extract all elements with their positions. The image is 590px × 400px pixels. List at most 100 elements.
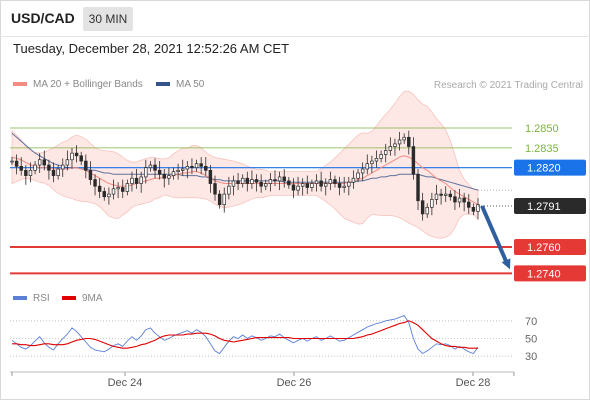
candle-body — [14, 160, 19, 167]
candle-body — [97, 185, 102, 192]
candle-body — [37, 159, 42, 166]
candle-body — [337, 183, 342, 188]
candle-body — [213, 183, 217, 195]
candle-body — [277, 176, 282, 182]
candle-body — [51, 169, 56, 176]
rsi-tick-label: 30 — [525, 351, 537, 363]
candle-body — [259, 181, 263, 187]
candle-body — [471, 206, 476, 212]
candle-body — [153, 164, 157, 171]
legend-ma50: MA 50 — [156, 79, 204, 90]
candle-body — [462, 197, 466, 203]
candle-body — [236, 180, 240, 184]
candle-body — [370, 160, 374, 165]
candle-body — [328, 179, 333, 184]
candle-body — [227, 185, 231, 195]
rsi-tick-label: 50 — [525, 334, 537, 346]
candle-body — [10, 160, 14, 163]
candle-body — [282, 176, 286, 182]
candle-body — [180, 168, 185, 171]
candle-body — [199, 163, 203, 167]
candle-body — [347, 181, 351, 187]
current-price-tag — [514, 198, 586, 214]
legend-rsi-ma-label: 9MA — [82, 293, 103, 304]
candle-body — [19, 166, 23, 171]
candle-body — [425, 206, 429, 215]
candle-body — [61, 164, 65, 170]
candle-body — [157, 169, 162, 175]
candle-body — [222, 193, 226, 206]
candle-body — [384, 150, 388, 155]
candle-body — [190, 166, 194, 169]
candle-body — [240, 177, 245, 184]
candle-body — [430, 199, 434, 208]
level-tag-support-2 — [514, 265, 586, 282]
level-label-support-1: 1.2760 — [527, 242, 561, 254]
candle-body — [411, 146, 416, 175]
rsi-ma-line — [12, 320, 478, 349]
level-tag-pivot — [514, 159, 586, 176]
x-tick-label: Dec 26 — [277, 377, 312, 389]
candle-body — [217, 193, 222, 206]
legend-rsi-ma: 9MA — [62, 293, 103, 304]
candle-body — [47, 164, 51, 171]
candle-body — [245, 177, 250, 184]
level-label-resistance-2: 1.2850 — [525, 123, 559, 135]
candle-body — [74, 152, 79, 157]
x-tick-label: Dec 24 — [108, 377, 143, 389]
rsi-ma-swatch — [62, 296, 76, 301]
candle-body — [397, 139, 402, 145]
candle-body — [185, 166, 190, 170]
current-price-label: 1.2791 — [527, 201, 561, 213]
level-label-pivot: 1.2820 — [527, 163, 561, 175]
candle-body — [167, 175, 171, 179]
candle-body — [305, 183, 310, 188]
candle-body — [88, 169, 93, 180]
candle-body — [264, 183, 268, 187]
candle-body — [33, 164, 37, 171]
legend-ma20: MA 20 + Bollinger Bands — [13, 79, 143, 90]
chart-datetime: Tuesday, December 28, 2021 12:52:26 AM C… — [13, 41, 290, 56]
level-label-resistance-1: 1.2835 — [525, 143, 559, 155]
legend-rsi: RSI — [13, 293, 50, 304]
candle-body — [476, 204, 480, 212]
candle-body — [93, 179, 97, 187]
candle-body — [360, 168, 365, 174]
candle-body — [457, 197, 462, 203]
candle-body — [296, 185, 300, 191]
candle-body — [194, 163, 199, 169]
symbol-title: USD/CAD — [11, 10, 75, 26]
forecast-arrow-head — [501, 258, 511, 270]
legend-ma50-label: MA 50 — [176, 79, 205, 90]
candle-body — [162, 173, 166, 179]
candle-body — [79, 155, 83, 162]
ma20-swatch — [13, 82, 27, 87]
candle-body — [453, 196, 457, 203]
candle-body — [134, 177, 139, 184]
candle-body — [448, 193, 453, 198]
candle-body — [379, 154, 383, 159]
candle-body — [116, 187, 120, 190]
candle-body — [111, 188, 116, 195]
chart-header: USD/CAD 30 MIN — [0, 0, 590, 36]
candle-body — [420, 200, 425, 215]
rsi-line — [11, 314, 479, 355]
candle-body — [42, 159, 47, 166]
candle-body — [374, 158, 379, 162]
candle-body — [144, 167, 148, 178]
legend-rsi-label: RSI — [33, 293, 50, 304]
legend-ma20-label: MA 20 + Bollinger Bands — [33, 79, 143, 90]
timeframe-button[interactable]: 30 MIN — [83, 7, 133, 31]
level-label-support-2: 1.2740 — [527, 268, 561, 280]
candle-body — [65, 159, 70, 166]
rsi-tick-label: 70 — [525, 316, 537, 328]
candle-body — [287, 180, 291, 186]
candle-body — [351, 177, 356, 183]
candle-body — [268, 179, 273, 184]
candle-body — [310, 183, 314, 188]
level-tag-support-1 — [514, 238, 586, 255]
copyright-text: Research © 2021 Trading Central — [433, 80, 583, 91]
candle-body — [273, 179, 277, 182]
rsi-swatch — [13, 296, 27, 301]
